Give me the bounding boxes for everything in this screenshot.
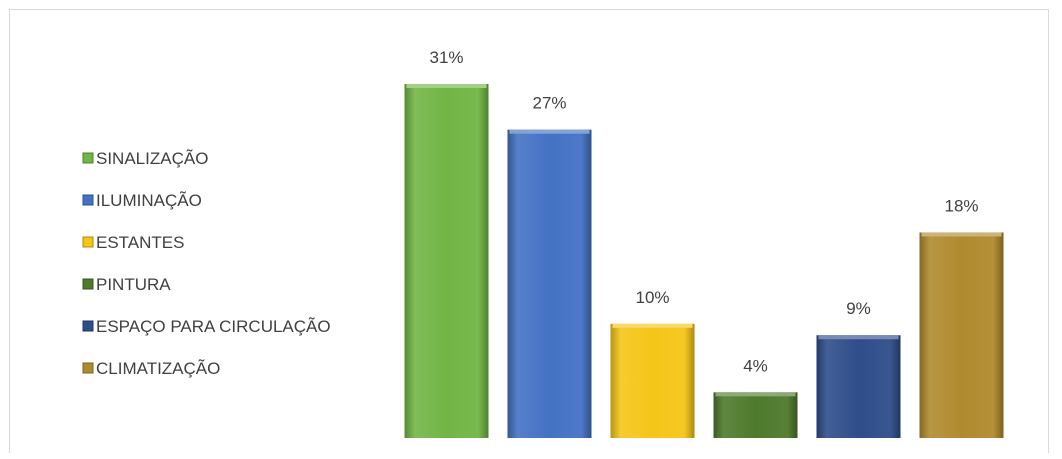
- bar-cap-2: [612, 323, 693, 328]
- bar-2: [610, 323, 695, 438]
- legend-marker-5: [82, 362, 94, 374]
- bar-cap-5: [921, 232, 1002, 237]
- legend-marker-0: [82, 152, 94, 164]
- bar-1: [507, 129, 592, 438]
- data-labels: 31% 27% 10% 4% 9% 18%: [429, 48, 978, 375]
- bar-3: [713, 392, 798, 438]
- data-label-1: 27%: [532, 94, 566, 113]
- legend-label-0: SINALIZAÇÃO: [96, 149, 208, 168]
- data-label-4: 9%: [846, 299, 871, 318]
- data-label-5: 18%: [944, 196, 978, 215]
- legend-label-3: PINTURA: [96, 275, 171, 294]
- legend-label-1: ILUMINAÇÃO: [96, 191, 202, 210]
- legend-marker-3: [82, 278, 94, 290]
- bar-4: [816, 335, 901, 438]
- legend-marker-4: [82, 320, 94, 332]
- bar-cap-1: [509, 129, 590, 134]
- data-label-2: 10%: [635, 288, 669, 307]
- data-label-0: 31%: [429, 48, 463, 67]
- legend-label-2: ESTANTES: [96, 233, 184, 252]
- legend-label-4: ESPAÇO PARA CIRCULAÇÃO: [96, 317, 331, 336]
- bars: [404, 84, 1004, 438]
- bar-cap-0: [406, 84, 487, 88]
- bar-5: [919, 232, 1004, 438]
- legend-marker-1: [82, 194, 94, 206]
- bar-cap-3: [715, 392, 796, 397]
- legend-label-5: CLIMATIZAÇÃO: [96, 359, 220, 378]
- legend: SINALIZAÇÃO ILUMINAÇÃO ESTANTES PINTURA ESPA…: [82, 149, 331, 378]
- legend-marker-2: [82, 236, 94, 248]
- bar-0: [404, 84, 489, 438]
- data-label-3: 4%: [743, 356, 768, 375]
- bar-cap-4: [818, 335, 899, 340]
